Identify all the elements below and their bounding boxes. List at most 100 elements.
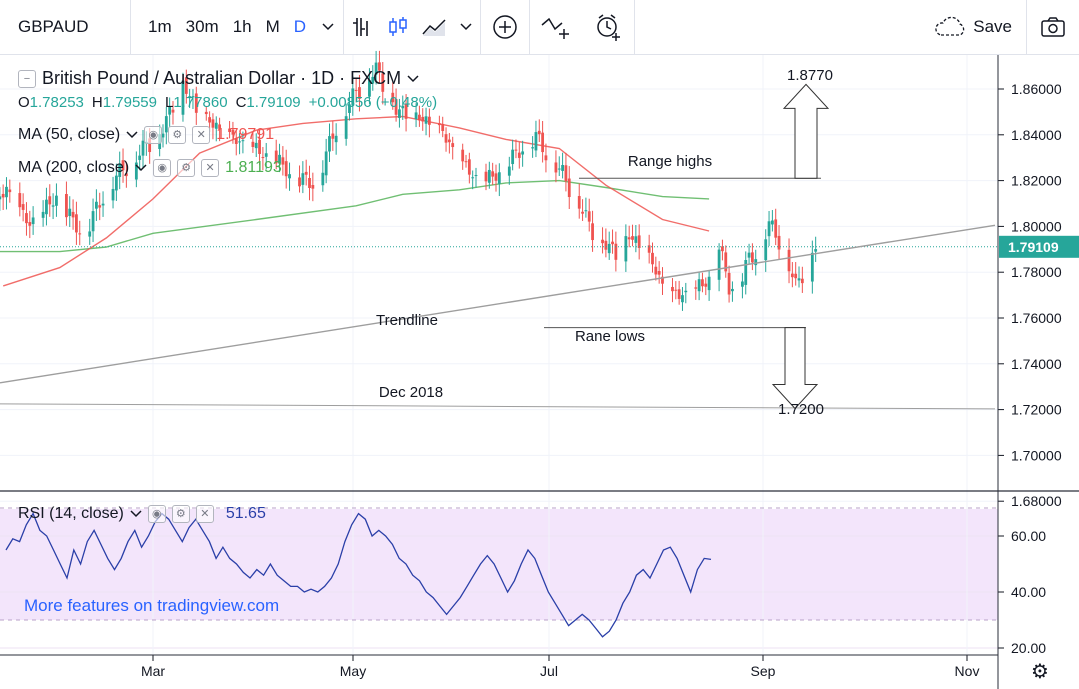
interval-day[interactable]: D — [293, 17, 307, 36]
gear-icon[interactable]: ⚙ — [168, 126, 187, 144]
candle-body — [148, 138, 152, 153]
interval-month[interactable]: M — [265, 17, 280, 36]
candle-body — [704, 283, 708, 287]
candle-body — [634, 236, 638, 243]
candle-body — [701, 279, 704, 287]
candle-body — [0, 196, 2, 200]
high-label: H — [91, 94, 103, 111]
alert-icon[interactable] — [582, 0, 634, 54]
candle-body — [624, 236, 628, 262]
candle-body — [584, 210, 588, 212]
candle-body — [604, 240, 608, 250]
time-tick-label: Mar — [141, 663, 165, 679]
compare-icon[interactable] — [530, 0, 582, 54]
chart-title: British Pound / Australian Dollar · 1D ·… — [42, 68, 402, 88]
candle-body — [581, 211, 584, 214]
gear-icon[interactable]: ⚙ — [171, 505, 190, 523]
close-icon[interactable]: ✕ — [195, 505, 214, 523]
candle-body — [800, 278, 804, 284]
eye-icon[interactable]: ◉ — [153, 159, 172, 177]
rsi-legend[interactable]: RSI (14, close) ◉ ⚙ ✕ 51.65 — [18, 505, 266, 523]
candle-body — [451, 143, 455, 148]
time-tick-label: Nov — [955, 663, 980, 679]
candle-body — [418, 114, 421, 121]
chevron-down-icon[interactable] — [126, 131, 138, 139]
rsi-tick-label: 60.00 — [1011, 528, 1046, 544]
drawings-layer: 1.8770 Range highs Trendline Rane lows Dec 2… — [0, 67, 998, 418]
interval-1m[interactable]: 1m — [148, 17, 172, 36]
candle-body — [348, 104, 351, 113]
candle-body — [427, 116, 431, 125]
area-chart-icon[interactable] — [416, 0, 452, 54]
close-icon[interactable]: ✕ — [192, 126, 211, 144]
candle-body — [218, 124, 221, 129]
rsi-tick-label: 20.00 — [1011, 640, 1046, 656]
candle-body — [25, 213, 28, 224]
gear-icon[interactable]: ⚙ — [177, 159, 196, 177]
candle-body — [511, 149, 515, 165]
chevron-down-icon[interactable] — [130, 510, 142, 518]
candle-body — [111, 188, 115, 201]
ma200-legend[interactable]: MA (200, close) ◉ ⚙ ✕ 1.81193 — [18, 159, 282, 177]
candle-body — [631, 236, 634, 240]
interval-30m[interactable]: 30m — [185, 17, 219, 36]
ma50-legend[interactable]: MA (50, close) ◉ ⚙ ✕ 1.79791 — [18, 126, 274, 144]
candle-body — [101, 203, 105, 206]
last-price-label: 1.79109 — [1008, 239, 1059, 255]
camera-icon[interactable] — [1027, 0, 1079, 54]
add-indicator-icon[interactable] — [481, 0, 529, 54]
candle-body — [537, 130, 541, 135]
interval-1h[interactable]: 1h — [232, 17, 252, 36]
candle-body — [141, 140, 145, 156]
candle-body — [651, 252, 654, 265]
candle-body — [721, 246, 724, 252]
candle-body — [707, 276, 711, 291]
chevron-down-icon[interactable] — [313, 0, 343, 54]
chevron-down-icon[interactable] — [452, 0, 480, 54]
rsi-label: RSI (14, close) — [18, 505, 124, 522]
range-lows-label: Rane lows — [575, 328, 645, 345]
candle-body — [447, 139, 451, 143]
candle-body — [28, 222, 32, 226]
eye-icon[interactable]: ◉ — [144, 126, 163, 144]
candle-body — [541, 132, 545, 153]
ohlc-row: O 1.78253 H 1.79559 L 1.77860 C 1.79109 … — [18, 94, 437, 111]
candle-body — [764, 239, 768, 261]
close-icon[interactable]: ✕ — [201, 159, 220, 177]
rsi-layer — [5, 512, 712, 638]
candle-body — [487, 169, 491, 183]
candle-body — [394, 99, 398, 115]
candle-body — [484, 171, 488, 182]
close-label: C — [235, 94, 247, 111]
candle-body — [251, 141, 255, 147]
candle-body — [564, 165, 568, 182]
candle-body — [751, 252, 754, 263]
candle-body — [754, 259, 758, 266]
divider — [634, 0, 636, 54]
save-button[interactable]: Save — [919, 0, 1026, 54]
candle-body — [717, 249, 721, 280]
collapse-icon[interactable]: − — [18, 69, 36, 88]
candle-body — [91, 211, 95, 232]
candle-body — [767, 221, 771, 237]
candle-body — [577, 196, 581, 209]
chevron-down-icon[interactable] — [135, 164, 147, 172]
last-price-badge — [999, 235, 1079, 258]
candles-icon[interactable] — [380, 0, 416, 54]
eye-icon[interactable]: ◉ — [147, 505, 166, 523]
candle-body — [790, 273, 794, 278]
candle-body — [371, 76, 375, 84]
promo-link[interactable]: More features on tradingview.com — [24, 596, 280, 615]
bar-chart-icon[interactable] — [344, 0, 380, 54]
candle-body — [637, 235, 641, 248]
symbol-search-button[interactable]: GBPAUD — [18, 17, 89, 36]
price-tick-label: 1.76000 — [1011, 310, 1062, 326]
change-value: +0.00856 (+0.48%) — [308, 94, 438, 111]
candle-body — [358, 87, 361, 99]
candle-body — [238, 141, 241, 143]
candle-body — [414, 112, 418, 120]
candle-body — [324, 151, 328, 176]
candle-body — [45, 199, 48, 215]
chevron-down-icon[interactable] — [407, 74, 419, 83]
